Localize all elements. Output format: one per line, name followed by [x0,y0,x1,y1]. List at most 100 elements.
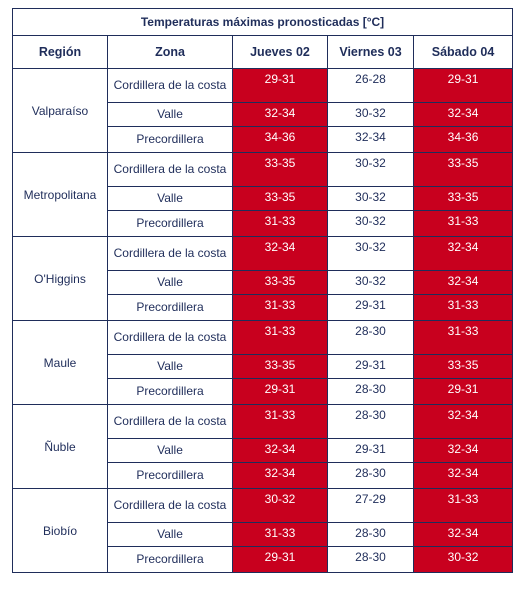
temperature-cell: 30-32 [327,102,414,127]
temperature-cell: 32-34 [412,522,514,547]
region-cell: Metropolitana [12,152,108,237]
temperature-cell: 33-35 [412,354,514,379]
temperature-cell: 31-33 [412,488,514,523]
temperature-cell: 32-34 [412,102,514,127]
temperature-cell: 34-36 [232,126,328,153]
temperature-cell: 32-34 [412,236,514,271]
zona-cell: Valle [107,438,233,463]
zona-cell: Cordillera de la costa [107,488,233,523]
zona-cell: Precordillera [107,378,233,405]
temperature-cell: 29-31 [232,378,328,405]
temperature-cell: 33-35 [232,186,328,211]
header-sabado: Sábado 04 [412,35,514,69]
temperature-cell: 32-34 [327,126,414,153]
table-row: Valle 32-34 29-31 32-34 [13,438,514,463]
table-row: Precordillera 31-33 29-31 31-33 [13,294,514,321]
table-row: Valle 31-33 28-30 32-34 [13,522,514,547]
temperature-cell: 31-33 [232,404,328,439]
temperature-cell: 30-32 [412,546,514,573]
temperature-cell: 26-28 [327,68,414,103]
temperature-cell: 32-34 [232,102,328,127]
temperature-cell: 33-35 [412,186,514,211]
zona-cell: Precordillera [107,294,233,321]
temperature-cell: 32-34 [412,270,514,295]
header-jueves: Jueves 02 [232,35,328,69]
temperature-cell: 29-31 [327,294,414,321]
table-row: Valle 32-34 30-32 32-34 [13,102,514,127]
temperature-cell: 30-32 [327,152,414,187]
temperature-cell: 31-33 [232,522,328,547]
temperature-cell: 29-31 [412,378,514,405]
table-row: Precordillera 29-31 28-30 29-31 [13,378,514,405]
zona-cell: Cordillera de la costa [107,320,233,355]
table-row: Valle 33-35 30-32 32-34 [13,270,514,295]
temperature-cell: 31-33 [412,210,514,237]
table-row: Maule Cordillera de la costa 31-33 28-30 31-… [12,320,514,405]
zona-cell: Valle [107,522,233,547]
temperature-cell: 28-30 [327,378,414,405]
temperature-cell: 29-31 [327,438,414,463]
temperature-cell: 31-33 [412,294,514,321]
zona-cell: Cordillera de la costa [107,68,233,103]
table-row: Precordillera 32-34 28-30 32-34 [13,462,514,489]
temperature-cell: 31-33 [232,294,328,321]
zona-cell: Cordillera de la costa [107,404,233,439]
temperature-cell: 30-32 [327,270,414,295]
table-row: Ñuble Cordillera de la costa 31-33 28-30 32-… [12,404,514,489]
temperature-cell: 33-35 [412,152,514,187]
zona-cell: Valle [107,102,233,127]
zona-cell: Valle [107,354,233,379]
zona-cell: Cordillera de la costa [107,236,233,271]
temperature-cell: 32-34 [232,236,328,271]
header-viernes: Viernes 03 [327,35,414,69]
temperature-cell: 31-33 [412,320,514,355]
table-body: Valparaíso Cordillera de la costa 29-31 26-… [12,68,514,573]
temperature-cell: 33-35 [232,270,328,295]
table-row: Precordillera 31-33 30-32 31-33 [13,210,514,237]
region-cell: Valparaíso [12,68,108,153]
table-row: Valle 33-35 30-32 33-35 [13,186,514,211]
zona-cell: Valle [107,186,233,211]
table-row: O'Higgins Cordillera de la costa 32-34 30-3… [12,236,514,321]
temperature-cell: 33-35 [232,152,328,187]
table-row: Valparaíso Cordillera de la costa 29-31 26-… [12,68,514,153]
header-row: Región Zona Jueves 02 Viernes 03 Sábado … [12,35,514,69]
temperature-cell: 28-30 [327,522,414,547]
region-cell: Ñuble [12,404,108,489]
temperature-cell: 29-31 [232,546,328,573]
forecast-table: Temperaturas máximas pronosticadas [°C] … [11,8,514,573]
table-row: Precordillera 34-36 32-34 34-36 [13,126,514,153]
zona-cell: Valle [107,270,233,295]
temperature-cell: 34-36 [412,126,514,153]
table-row: Precordillera 29-31 28-30 30-32 [13,546,514,573]
temperature-cell: 32-34 [412,404,514,439]
zona-cell: Precordillera [107,126,233,153]
header-zona: Zona [107,35,233,69]
temperature-cell: 33-35 [232,354,328,379]
temperature-cell: 30-32 [327,236,414,271]
region-cell: O'Higgins [12,236,108,321]
zona-cell: Cordillera de la costa [107,152,233,187]
temperature-cell: 29-31 [412,68,514,103]
temperature-cell: 31-33 [232,320,328,355]
zona-cell: Precordillera [107,462,233,489]
zona-cell: Precordillera [107,210,233,237]
temperature-cell: 30-32 [327,186,414,211]
region-cell: Biobío [12,488,108,573]
table-title: Temperaturas máximas pronosticadas [°C] [11,8,514,36]
temperature-cell: 32-34 [412,462,514,489]
table-row: Biobío Cordillera de la costa 30-32 27-29 31… [12,488,514,573]
zona-cell: Precordillera [107,546,233,573]
temperature-cell: 28-30 [327,462,414,489]
temperature-cell: 28-30 [327,404,414,439]
temperature-cell: 31-33 [232,210,328,237]
temperature-cell: 28-30 [327,546,414,573]
temperature-cell: 29-31 [232,68,328,103]
temperature-cell: 30-32 [232,488,328,523]
temperature-cell: 32-34 [232,438,328,463]
region-cell: Maule [12,320,108,405]
temperature-cell: 30-32 [327,210,414,237]
header-region: Región [12,35,108,69]
temperature-cell: 32-34 [232,462,328,489]
table-row: Metropolitana Cordillera de la costa 33-35… [12,152,514,237]
